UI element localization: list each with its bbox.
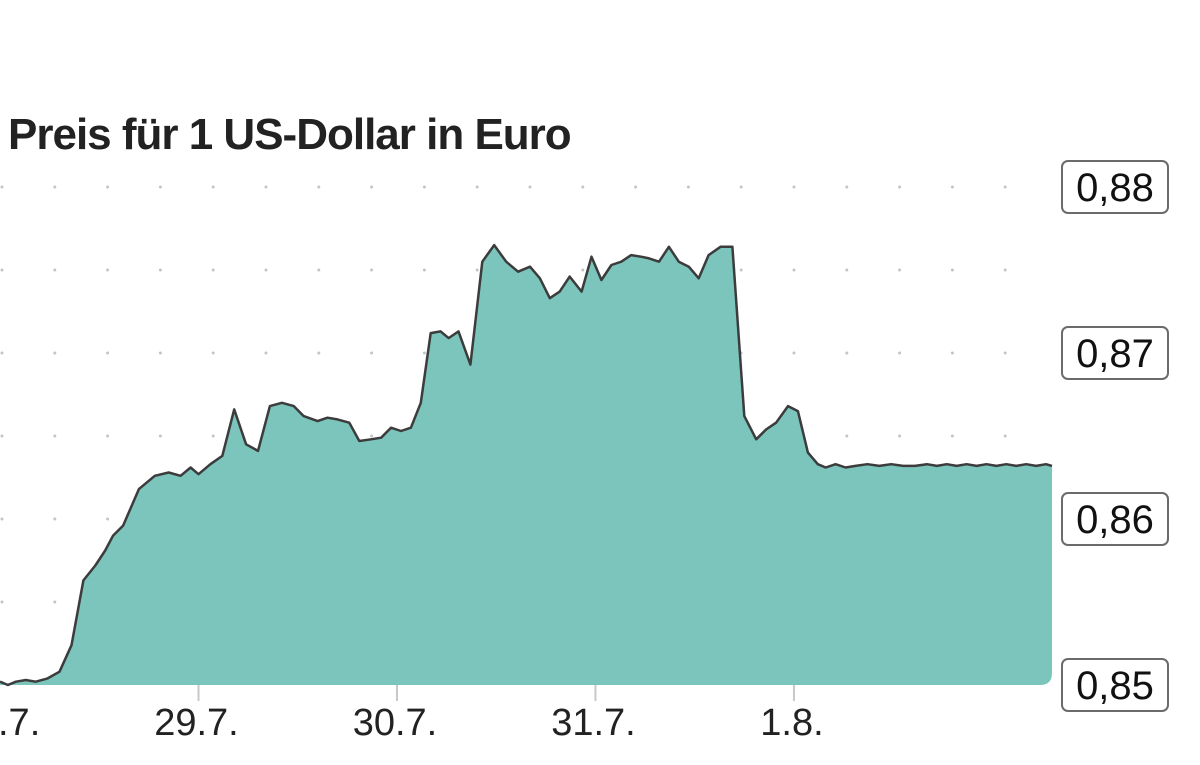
series-line	[0, 243, 1053, 687]
x-tick-label: 29.7.	[154, 702, 239, 744]
y-tick-text: 0,88	[1076, 166, 1154, 210]
y-tick-text: 0,86	[1076, 498, 1154, 542]
y-tick-label: 0,86	[1061, 492, 1169, 546]
y-tick-text: 0,85	[1076, 664, 1154, 708]
y-tick-box	[1061, 326, 1169, 380]
x-tick-label: 31.7.	[551, 702, 636, 744]
series-area	[0, 245, 1052, 685]
plot-area	[0, 243, 1053, 687]
x-axis: 28.7. 29.7. 30.7. 31.7. 1.8.	[0, 685, 824, 744]
x-tick-label: 30.7.	[353, 702, 438, 744]
y-tick-box	[1061, 492, 1169, 546]
y-tick-label: 0,88	[1061, 160, 1169, 214]
y-tick-label: 0,85	[1061, 658, 1169, 712]
y-tick-box	[1061, 160, 1169, 214]
y-tick-text: 0,87	[1076, 332, 1154, 376]
y-axis: 0,85 0,86 0,87 0,88	[1061, 160, 1169, 712]
y-tick-box	[1061, 658, 1169, 712]
x-tick-label: 1.8.	[760, 702, 823, 744]
x-tick-label: 28.7.	[0, 702, 40, 744]
chart-title: Preis für 1 US-Dollar in Euro	[8, 110, 572, 159]
y-tick-label: 0,87	[1061, 326, 1169, 380]
